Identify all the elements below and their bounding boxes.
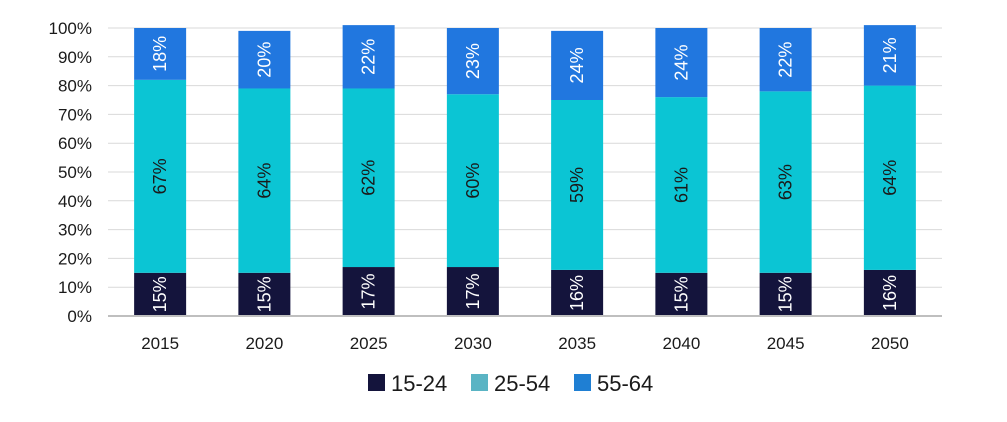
x-tick-label: 2015 [141, 334, 179, 353]
x-tick-label: 2020 [245, 334, 283, 353]
y-tick-label: 70% [58, 105, 92, 124]
bar-segment-55-64-2040 [655, 28, 708, 98]
data-label: 15% [671, 276, 691, 312]
legend-swatch-15-24 [368, 374, 385, 391]
bar-segment-15-24-2030 [446, 267, 499, 316]
y-tick-label: 90% [58, 48, 92, 67]
x-tick-label: 2050 [871, 334, 909, 353]
y-tick-label: 60% [58, 134, 92, 153]
x-tick-label: 2030 [454, 334, 492, 353]
data-label: 64% [254, 163, 274, 199]
bar-segment-55-64-2030 [446, 28, 499, 95]
y-tick-label: 50% [58, 163, 92, 182]
bar-segment-55-64-2015 [134, 28, 187, 80]
data-label: 24% [671, 45, 691, 81]
bar-segment-15-24-2035 [551, 269, 604, 316]
data-label: 18% [150, 36, 170, 72]
data-label: 20% [254, 42, 274, 78]
legend: 15-24 25-54 55-64 [368, 371, 653, 396]
bar-segment-55-64-2050 [863, 25, 916, 86]
data-label: 16% [880, 275, 900, 311]
bar-segment-25-54-2020 [238, 88, 291, 273]
data-label: 15% [150, 276, 170, 312]
bar-segment-25-54-2035 [551, 100, 604, 270]
data-label: 24% [567, 47, 587, 83]
x-tick-label: 2035 [558, 334, 596, 353]
bar-segment-25-54-2030 [446, 94, 499, 268]
y-tick-label: 0% [67, 307, 92, 326]
data-label: 15% [254, 276, 274, 312]
data-label: 22% [776, 42, 796, 78]
y-tick-label: 10% [58, 278, 92, 297]
data-label: 67% [150, 158, 170, 194]
data-label: 16% [567, 275, 587, 311]
data-label: 63% [776, 164, 796, 200]
x-axis: 2015 2020 2025 2030 2035 2040 2045 2050 [108, 315, 942, 353]
bar-segment-25-54-2040 [655, 97, 708, 273]
legend-label-25-54: 25-54 [494, 371, 550, 396]
bar-segment-55-64-2035 [551, 30, 604, 101]
legend-swatch-25-54 [471, 374, 488, 391]
x-tick-label: 2045 [767, 334, 805, 353]
bar-segment-25-54-2045 [759, 91, 812, 273]
data-label: 64% [880, 160, 900, 196]
x-tick-label: 2040 [662, 334, 700, 353]
bar-segment-25-54-2015 [134, 79, 187, 273]
y-axis: 0% 10% 20% 30% 40% 50% 60% 70% 80% 90% 100% [49, 19, 92, 326]
y-tick-label: 20% [58, 249, 92, 268]
bar-segment-25-54-2025 [342, 88, 395, 268]
data-label: 22% [359, 39, 379, 75]
y-tick-label: 100% [49, 19, 92, 38]
data-label: 59% [567, 167, 587, 203]
bar-segment-55-64-2020 [238, 30, 291, 89]
legend-label-15-24: 15-24 [391, 371, 447, 396]
bar-segment-55-64-2025 [342, 25, 395, 89]
y-tick-label: 40% [58, 192, 92, 211]
bar-segment-15-24-2025 [342, 267, 395, 316]
data-label: 17% [463, 274, 483, 310]
data-label: 61% [671, 167, 691, 203]
gridlines [108, 27, 942, 288]
legend-swatch-55-64 [574, 374, 591, 391]
data-label: 21% [880, 37, 900, 73]
bar-segment-15-24-2040 [655, 272, 708, 316]
x-tick-label: 2025 [350, 334, 388, 353]
bar-segment-55-64-2045 [759, 28, 812, 92]
data-label: 17% [359, 274, 379, 310]
bar-segment-15-24-2020 [238, 272, 291, 316]
data-label: 62% [359, 160, 379, 196]
legend-label-55-64: 55-64 [597, 371, 653, 396]
bar-segment-15-24-2050 [863, 269, 916, 316]
data-label: 23% [463, 43, 483, 79]
y-tick-label: 80% [58, 77, 92, 96]
data-label: 60% [463, 163, 483, 199]
bar-segment-15-24-2045 [759, 272, 812, 316]
bar-segment-25-54-2050 [863, 85, 916, 270]
data-label: 15% [776, 276, 796, 312]
bars: 15% 67% 18% 15% 64% 20% 17% 62% 22% 17% 60% 23% 16% 5… [134, 25, 916, 316]
y-tick-label: 30% [58, 221, 92, 240]
bar-segment-15-24-2015 [134, 272, 187, 316]
